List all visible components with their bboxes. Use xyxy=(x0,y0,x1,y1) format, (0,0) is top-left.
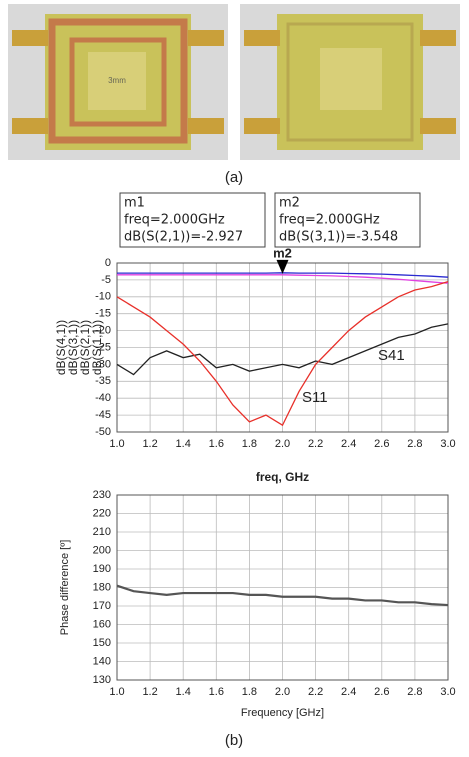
series-line xyxy=(116,280,449,427)
legend-label: dB(S(2,1)) xyxy=(78,320,92,375)
legend-label: dB(S(4,1)) xyxy=(54,320,68,375)
y-tick-label: -20 xyxy=(95,325,111,337)
annotation: S41 xyxy=(378,347,405,364)
y-tick-label: 210 xyxy=(93,526,111,538)
x-tick-label: 3.0 xyxy=(440,438,455,450)
marker-text: m1 xyxy=(124,196,145,211)
x-tick-label: 2.2 xyxy=(308,686,323,698)
x-tick-label: 1.4 xyxy=(176,438,191,450)
x-tick-label: 1.4 xyxy=(176,686,191,698)
photo-left: 3mm xyxy=(8,4,228,160)
y-tick-label: 160 xyxy=(93,618,111,630)
x-tick-label: 2.8 xyxy=(407,438,422,450)
y-tick-label: -30 xyxy=(95,358,111,370)
photo-right xyxy=(240,4,460,160)
y-tick-label: 200 xyxy=(93,544,111,556)
x-tick-label: 2.0 xyxy=(275,438,290,450)
x-tick-label: 2.4 xyxy=(341,438,356,450)
y-tick-label: 0 xyxy=(105,257,111,269)
y-tick-label: -45 xyxy=(95,409,111,421)
y-tick-label: 190 xyxy=(93,563,111,575)
series-line xyxy=(116,584,449,607)
y-tick-label: 180 xyxy=(93,581,111,593)
x-tick-label: 1.0 xyxy=(109,438,124,450)
y-tick-label: 130 xyxy=(93,674,111,686)
y-tick-label: 170 xyxy=(93,600,111,612)
x-tick-label: 2.6 xyxy=(374,686,389,698)
x-tick-label: 3.0 xyxy=(440,686,455,698)
legend-label: dB(S(3,1)) xyxy=(66,320,80,375)
svg-text:3mm: 3mm xyxy=(108,76,126,85)
x-axis-label: Frequency [GHz] xyxy=(241,707,324,719)
y-tick-label: 140 xyxy=(93,655,111,667)
x-tick-label: 2.2 xyxy=(308,438,323,450)
marker-text: freq=2.000GHz xyxy=(124,213,225,228)
marker-triangle xyxy=(276,259,289,274)
plot-frame xyxy=(116,494,449,681)
x-tick-label: 1.6 xyxy=(209,686,224,698)
marker-box xyxy=(119,192,266,248)
figure-label: (a) xyxy=(225,169,243,186)
figure-label: (b) xyxy=(225,732,243,749)
y-tick-label: 220 xyxy=(93,507,111,519)
marker-text: freq=2.000GHz xyxy=(279,213,380,228)
x-tick-label: 1.0 xyxy=(109,686,124,698)
series-line xyxy=(116,323,449,376)
legend-label: dB(S(1,1)) xyxy=(90,320,104,375)
x-tick-label: 2.6 xyxy=(374,438,389,450)
y-tick-label: -50 xyxy=(95,426,111,438)
x-tick-label: 1.6 xyxy=(209,438,224,450)
y-tick-label: -15 xyxy=(95,308,111,320)
charts: 0-5-10-15-20-25-30-35-40-45-501.0 1.2 1.4 1… xyxy=(54,192,456,719)
y-tick-label: -40 xyxy=(95,392,111,404)
annotation: S11 xyxy=(302,389,328,406)
x-tick-label: 2.0 xyxy=(275,686,290,698)
y-tick-label: 230 xyxy=(93,489,111,501)
marker-text: m2 xyxy=(279,196,300,211)
x-tick-label: 2.8 xyxy=(407,686,422,698)
marker-box xyxy=(274,192,421,248)
y-tick-label: -5 xyxy=(101,274,111,286)
x-tick-label: 1.8 xyxy=(242,686,257,698)
x-tick-label: 1.2 xyxy=(142,686,157,698)
marker-label: m2 xyxy=(273,245,292,260)
x-tick-label: 1.8 xyxy=(242,438,257,450)
x-tick-label: 2.4 xyxy=(341,686,356,698)
y-tick-label: -35 xyxy=(95,375,111,387)
y-tick-label: -10 xyxy=(95,291,111,303)
y-tick-label: 150 xyxy=(93,637,111,649)
marker-text: dB(S(3,1))=-3.548 xyxy=(279,230,398,245)
marker-text: dB(S(2,1))=-2.927 xyxy=(124,230,243,245)
x-tick-label: 1.2 xyxy=(142,438,157,450)
y-axis-label: Phase difference [º] xyxy=(59,540,71,636)
x-axis-label: freq, GHz xyxy=(256,470,309,484)
y-tick-label: -25 xyxy=(95,341,111,353)
series-line xyxy=(117,274,449,284)
